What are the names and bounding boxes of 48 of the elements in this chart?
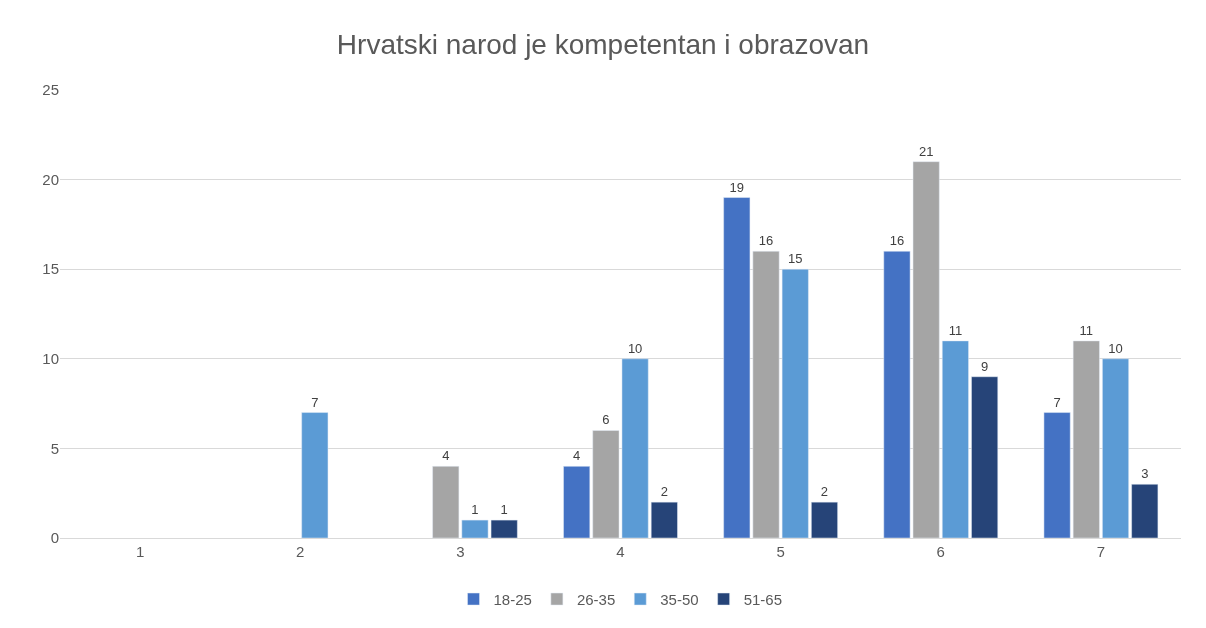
y-tick-label: 0 [50,529,59,547]
x-tick-label: 6 [936,543,945,560]
bar [650,501,678,538]
x-tick-label: 7 [1096,543,1106,560]
legend-label: 35-50 [660,590,699,608]
data-label: 7 [1053,394,1061,410]
data-label: 11 [1079,322,1094,338]
bar [1072,340,1100,538]
data-label: 3 [1141,466,1149,482]
y-tick-label: 25 [42,81,59,99]
y-tick-label: 15 [42,260,59,278]
data-label: 6 [602,412,610,428]
data-label: 16 [889,233,905,249]
bar [971,376,999,538]
x-tick-label: 2 [296,543,305,560]
x-tick-label: 1 [135,543,145,560]
x-tick-label: 3 [456,543,465,560]
data-label: 11 [948,322,963,338]
data-label: 1 [500,502,508,518]
chart-title: Hrvatski narod je kompetentan i obrazovan [336,28,870,60]
x-tick-label: 5 [776,543,785,560]
y-tick-label: 20 [42,170,59,188]
bar [942,340,969,538]
legend-label: 18-25 [493,590,532,608]
bar [1043,412,1071,538]
data-label: 10 [627,340,643,356]
bar [1131,483,1159,538]
data-label: 15 [788,251,803,267]
data-label: 2 [660,484,668,500]
data-label: 4 [442,448,450,464]
data-label: 1 [471,502,479,518]
data-label: 2 [820,484,829,500]
data-label: 16 [758,233,774,249]
bar [563,466,591,538]
x-tick-label: 4 [616,543,625,560]
legend-label: 51-65 [743,590,782,608]
data-label: 19 [729,179,745,195]
data-label: 10 [1108,340,1123,356]
data-label: 21 [918,143,934,159]
data-label: 7 [311,394,319,410]
legend-label: 26-35 [576,590,616,608]
y-tick-label: 5 [50,439,59,457]
y-tick-label: 10 [42,350,59,368]
data-label: 9 [981,358,989,374]
bar [301,412,329,538]
bar [811,501,838,538]
data-label: 4 [573,448,581,464]
bar [1102,358,1129,538]
